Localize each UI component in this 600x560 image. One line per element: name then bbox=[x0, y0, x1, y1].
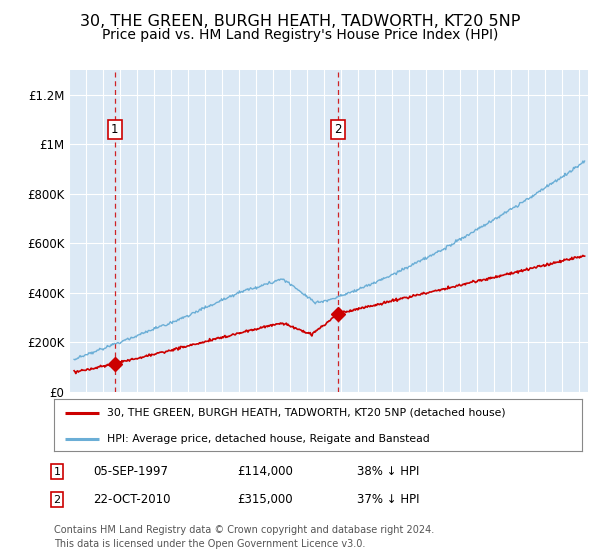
Text: 30, THE GREEN, BURGH HEATH, TADWORTH, KT20 5NP: 30, THE GREEN, BURGH HEATH, TADWORTH, KT… bbox=[80, 14, 520, 29]
Text: 37% ↓ HPI: 37% ↓ HPI bbox=[357, 493, 419, 506]
Text: Contains HM Land Registry data © Crown copyright and database right 2024.
This d: Contains HM Land Registry data © Crown c… bbox=[54, 525, 434, 549]
Text: 2: 2 bbox=[53, 494, 61, 505]
Text: Price paid vs. HM Land Registry's House Price Index (HPI): Price paid vs. HM Land Registry's House … bbox=[102, 28, 498, 42]
Text: 1: 1 bbox=[53, 466, 61, 477]
Text: 05-SEP-1997: 05-SEP-1997 bbox=[93, 465, 168, 478]
Text: 38% ↓ HPI: 38% ↓ HPI bbox=[357, 465, 419, 478]
Text: £114,000: £114,000 bbox=[237, 465, 293, 478]
Text: HPI: Average price, detached house, Reigate and Banstead: HPI: Average price, detached house, Reig… bbox=[107, 435, 430, 444]
Text: 1: 1 bbox=[111, 123, 118, 136]
Text: 30, THE GREEN, BURGH HEATH, TADWORTH, KT20 5NP (detached house): 30, THE GREEN, BURGH HEATH, TADWORTH, KT… bbox=[107, 408, 505, 418]
Text: £315,000: £315,000 bbox=[237, 493, 293, 506]
Text: 2: 2 bbox=[334, 123, 342, 136]
Text: 22-OCT-2010: 22-OCT-2010 bbox=[93, 493, 170, 506]
